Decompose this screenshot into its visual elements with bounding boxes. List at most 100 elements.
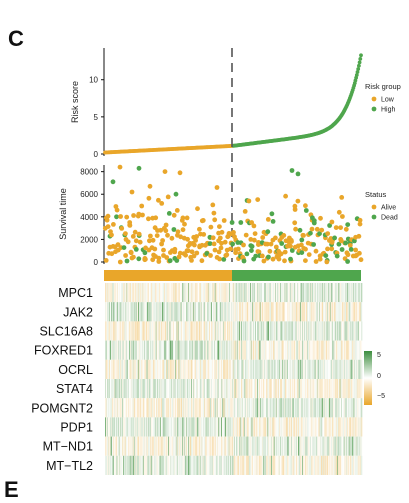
heatmap-cell bbox=[330, 455, 332, 475]
survival-point bbox=[124, 214, 130, 220]
heatmap-cell bbox=[276, 302, 278, 322]
heatmap-cell bbox=[130, 398, 132, 418]
heatmap-cell bbox=[208, 283, 210, 303]
heatmap-cell bbox=[350, 340, 352, 360]
heatmap-cell bbox=[120, 359, 122, 379]
survival-point bbox=[282, 249, 288, 255]
heatmap-cell bbox=[189, 302, 191, 322]
heatmap-cell bbox=[227, 398, 229, 418]
heatmap-cell bbox=[342, 436, 344, 456]
heatmap-cell bbox=[223, 302, 225, 322]
heatmap-cell bbox=[168, 283, 170, 303]
heatmap-cell bbox=[164, 379, 166, 399]
heatmap-cell bbox=[278, 359, 280, 379]
heatmap-cell bbox=[287, 340, 289, 360]
heatmap-cell bbox=[261, 283, 263, 303]
heatmap-cell bbox=[312, 455, 314, 475]
heatmap-cell bbox=[143, 302, 145, 322]
survival-point bbox=[317, 231, 322, 237]
heatmap-cell bbox=[271, 359, 272, 379]
heatmap-cell bbox=[232, 283, 234, 303]
heatmap-cell bbox=[225, 321, 227, 341]
heatmap-cell bbox=[186, 436, 188, 456]
heatmap-cell bbox=[126, 379, 128, 399]
heatmap-cell bbox=[302, 283, 304, 303]
heatmap-cell bbox=[213, 417, 215, 437]
heatmap-cell bbox=[225, 436, 227, 456]
heatmap-cell bbox=[269, 436, 271, 456]
heatmap-cell bbox=[130, 321, 132, 341]
heatmap-cell bbox=[328, 417, 330, 437]
heatmap-cell bbox=[291, 379, 293, 399]
heatmap-cell bbox=[166, 455, 168, 475]
heatmap-cell bbox=[136, 340, 138, 360]
heatmap-cell bbox=[322, 398, 324, 418]
heatmap-cell bbox=[183, 321, 185, 341]
heatmap-cell bbox=[253, 359, 255, 379]
heatmap-cell bbox=[292, 398, 294, 418]
heatmap-cell bbox=[170, 359, 172, 379]
heatmap-cell bbox=[167, 379, 169, 399]
heatmap-cell bbox=[357, 321, 359, 341]
heatmap-cell bbox=[359, 398, 361, 418]
heatmap-cell bbox=[200, 436, 202, 456]
heatmap-cell bbox=[111, 283, 113, 303]
heatmap-cell bbox=[136, 340, 138, 360]
survival-tick-label: 0 bbox=[94, 258, 99, 267]
heatmap-cell bbox=[348, 283, 350, 303]
heatmap-cell bbox=[230, 398, 232, 418]
heatmap-cell bbox=[214, 283, 216, 303]
heatmap-cell bbox=[217, 379, 219, 399]
heatmap-cell bbox=[325, 436, 327, 456]
heatmap-cell bbox=[205, 359, 207, 379]
heatmap-cell bbox=[139, 436, 141, 456]
heatmap-cell bbox=[204, 398, 206, 418]
heatmap-cell bbox=[227, 283, 229, 303]
heatmap-cell bbox=[313, 455, 315, 475]
heatmap-cell bbox=[184, 283, 186, 303]
heatmap-cell bbox=[117, 379, 119, 399]
heatmap-cell bbox=[329, 398, 331, 418]
heatmap-cell bbox=[135, 359, 137, 379]
heatmap-cell bbox=[160, 359, 162, 379]
heatmap-cell bbox=[136, 321, 138, 341]
heatmap-cell bbox=[254, 321, 256, 341]
heatmap-cell bbox=[193, 359, 195, 379]
survival-point bbox=[279, 241, 285, 246]
heatmap-cell bbox=[156, 379, 158, 399]
heatmap-cell bbox=[174, 436, 176, 456]
heatmap-cell bbox=[222, 379, 224, 399]
heatmap-cell bbox=[296, 302, 298, 322]
heatmap-cell bbox=[343, 321, 345, 341]
heatmap-cell bbox=[232, 359, 234, 379]
heatmap-cell bbox=[261, 359, 263, 379]
heatmap-cell bbox=[155, 340, 156, 360]
heatmap-cell bbox=[112, 436, 114, 456]
heatmap-cell bbox=[353, 436, 355, 456]
heatmap-cell bbox=[193, 321, 195, 341]
heatmap-cell bbox=[116, 340, 118, 360]
heatmap-cell bbox=[146, 455, 148, 475]
heatmap-cell bbox=[123, 436, 125, 456]
heatmap-cell bbox=[237, 283, 239, 303]
heatmap-cell bbox=[305, 340, 307, 360]
heatmap-cell bbox=[194, 340, 196, 360]
heatmap-cell bbox=[181, 379, 183, 399]
heatmap-cell bbox=[225, 359, 227, 379]
heatmap-cell bbox=[338, 359, 340, 379]
heatmap-cell bbox=[166, 302, 168, 322]
heatmap-cell bbox=[332, 436, 334, 456]
heatmap-cell bbox=[106, 379, 108, 399]
heatmap-cell bbox=[353, 283, 355, 303]
heatmap-cell bbox=[240, 302, 242, 322]
heatmap-cell bbox=[136, 379, 138, 399]
heatmap-cell bbox=[261, 302, 263, 322]
heatmap-cell bbox=[318, 398, 320, 418]
survival-point bbox=[133, 247, 139, 252]
heatmap-cell bbox=[152, 417, 154, 437]
heatmap-cell bbox=[138, 302, 140, 322]
heatmap-cell bbox=[180, 455, 182, 475]
heatmap-cell bbox=[349, 379, 351, 399]
heatmap-cell bbox=[251, 283, 253, 303]
